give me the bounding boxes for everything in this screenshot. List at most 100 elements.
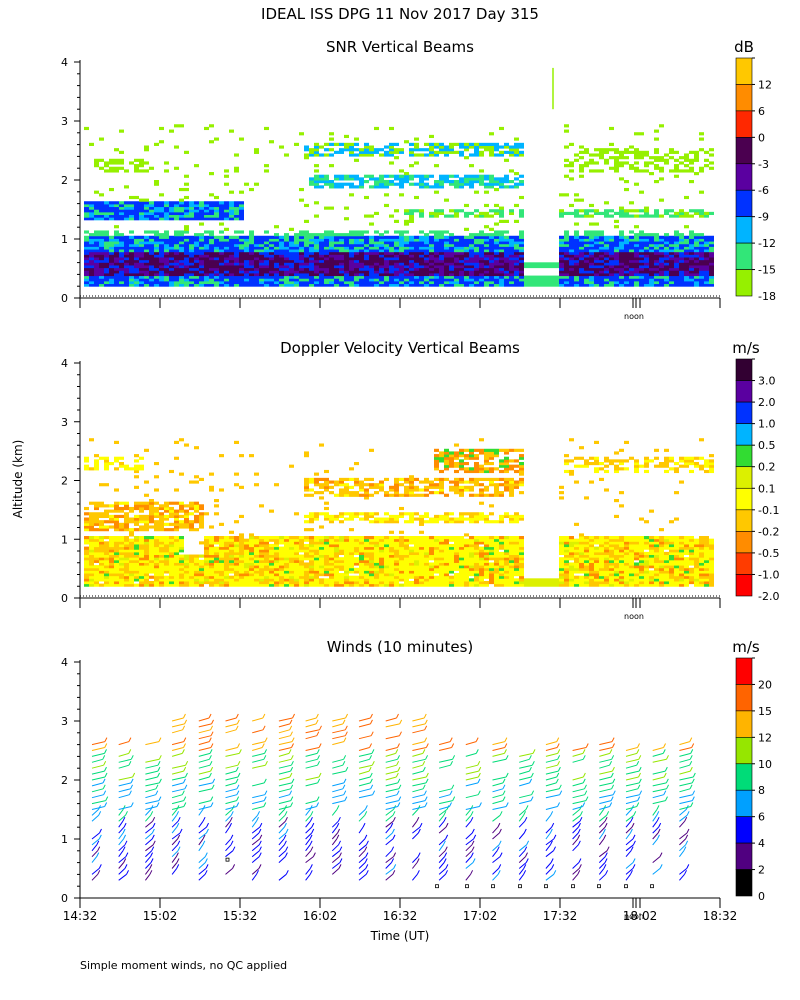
doppler-cell: [139, 528, 144, 532]
snr-cell: [444, 267, 449, 271]
snr-cell: [409, 177, 414, 181]
snr-cell: [349, 272, 354, 277]
snr-cell: [614, 264, 619, 269]
doppler-cell: [184, 520, 189, 524]
snr-cell: [354, 256, 359, 261]
snr-cell: [499, 206, 504, 210]
snr-cell: [459, 150, 464, 154]
snr-cell: [619, 249, 624, 253]
colorbar-label: 0: [758, 890, 765, 903]
snr-cell: [419, 254, 424, 258]
doppler-cell: [84, 512, 89, 516]
doppler-cell: [184, 578, 189, 582]
doppler-cell: [284, 580, 289, 585]
snr-cell: [354, 233, 359, 237]
doppler-cell: [349, 580, 354, 585]
doppler-cell: [289, 536, 294, 540]
snr-cell: [134, 203, 139, 208]
snr-cell: [659, 270, 664, 274]
snr-cell: [634, 150, 639, 154]
snr-cell: [489, 243, 494, 247]
doppler-cell: [329, 536, 334, 540]
doppler-cell: [174, 541, 179, 545]
snr-cell: [244, 249, 249, 253]
snr-cell: [389, 270, 394, 274]
snr-cell: [449, 270, 454, 274]
doppler-cell: [164, 528, 169, 532]
snr-cell: [229, 259, 234, 263]
doppler-cell: [324, 551, 329, 556]
snr-cell: [499, 275, 504, 279]
doppler-cell: [89, 520, 94, 524]
snr-cell: [189, 267, 194, 271]
snr-cell: [614, 272, 619, 277]
snr-cell: [304, 235, 309, 239]
doppler-cell: [339, 514, 344, 519]
snr-cell: [549, 283, 554, 287]
snr-cell: [189, 206, 194, 210]
snr-cell: [674, 233, 679, 237]
snr-cell: [259, 243, 264, 247]
doppler-cell: [114, 567, 119, 571]
snr-cell: [204, 238, 209, 242]
colorbar-label: 1.0: [758, 418, 776, 431]
snr-cell: [429, 134, 434, 139]
snr-cell: [319, 249, 324, 253]
snr-cell: [104, 283, 109, 287]
snr-cell: [274, 251, 279, 255]
doppler-cell: [314, 477, 319, 481]
snr-cell: [394, 150, 399, 154]
snr-cell: [174, 206, 179, 210]
snr-cell: [279, 275, 284, 279]
snr-cell: [459, 259, 464, 263]
snr-cell: [119, 243, 124, 247]
snr-cell: [654, 262, 659, 266]
snr-cell: [224, 280, 229, 285]
snr-cell: [684, 156, 689, 160]
snr-cell: [629, 272, 634, 277]
doppler-cell: [169, 509, 174, 513]
doppler-cell: [254, 483, 259, 487]
snr-cell: [159, 238, 164, 242]
doppler-cell: [169, 541, 174, 545]
snr-cell: [204, 211, 209, 216]
doppler-cell: [184, 522, 189, 526]
snr-cell: [639, 190, 644, 194]
snr-cell: [214, 256, 219, 261]
snr-cell: [299, 251, 304, 255]
doppler-cell: [229, 554, 234, 558]
doppler-cell: [289, 583, 294, 587]
snr-cell: [114, 249, 119, 253]
doppler-cell: [204, 543, 209, 548]
snr-cell: [624, 259, 629, 263]
snr-cell: [489, 270, 494, 274]
snr-cell: [694, 156, 699, 160]
doppler-cell: [119, 536, 124, 540]
snr-cell: [329, 246, 334, 250]
snr-cell: [124, 211, 129, 216]
snr-cell: [254, 267, 259, 271]
doppler-cell: [334, 517, 339, 521]
doppler-cell: [254, 538, 259, 542]
snr-cell: [504, 283, 509, 287]
snr-cell: [704, 283, 709, 287]
snr-cell: [114, 259, 119, 263]
snr-cell: [114, 217, 119, 221]
snr-cell: [339, 278, 344, 282]
snr-cell: [464, 264, 469, 269]
snr-cell: [624, 243, 629, 247]
snr-cell: [439, 270, 444, 274]
snr-cell: [504, 177, 509, 181]
doppler-cell: [294, 570, 299, 574]
snr-cell: [284, 272, 289, 277]
snr-cell: [584, 235, 589, 239]
snr-cell: [369, 249, 374, 253]
doppler-cell: [144, 525, 149, 529]
snr-cell: [344, 259, 349, 263]
doppler-cell: [154, 546, 159, 550]
snr-cell: [664, 280, 669, 285]
snr-cell: [639, 259, 644, 263]
snr-cell: [224, 238, 229, 242]
snr-cell: [189, 251, 194, 255]
snr-cell: [354, 243, 359, 247]
